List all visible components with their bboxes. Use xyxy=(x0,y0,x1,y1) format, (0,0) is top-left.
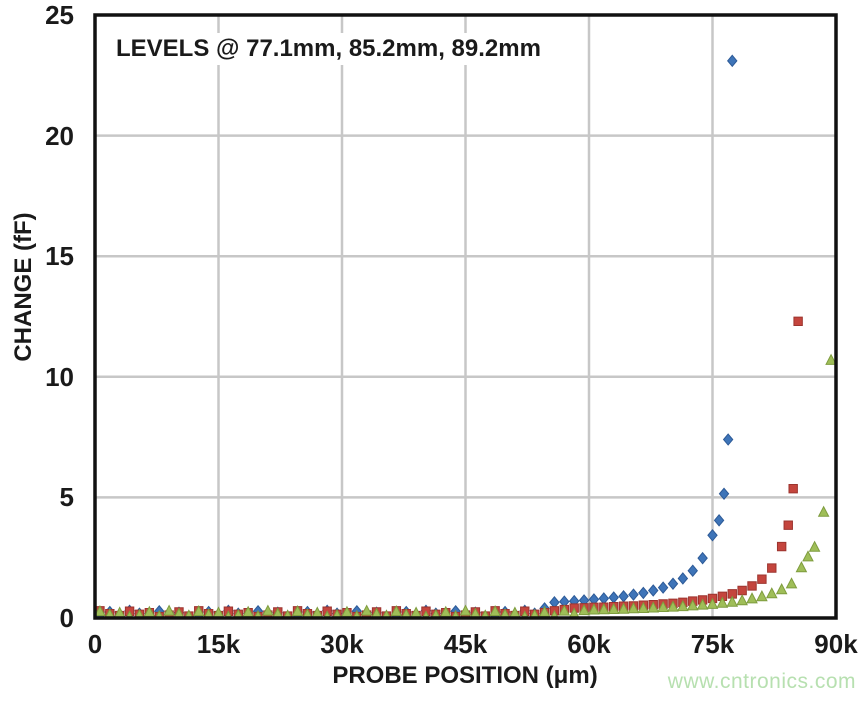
x-tick-label-15k: 15k xyxy=(196,629,241,659)
x-tick-label-45k: 45k xyxy=(443,629,488,659)
x-tick-label-30k: 30k xyxy=(320,629,364,659)
y-axis-title-text: CHANGE (fF) xyxy=(10,212,37,362)
gridlines xyxy=(95,15,836,618)
series-layer xyxy=(95,54,836,618)
series-level-85.2mm-square-markers xyxy=(95,316,803,618)
x-tick-label-75k: 75k xyxy=(690,629,735,659)
x-axis-title: PROBE POSITION (μm) xyxy=(332,662,598,689)
y-tick-label-15: 15 xyxy=(45,241,74,272)
y-tick-label-0: 0 xyxy=(59,603,74,633)
y-tick-label-10: 10 xyxy=(45,361,74,392)
series-level-89.2mm-triangle-markers xyxy=(95,353,836,618)
x-tick-label-60k: 60k xyxy=(567,629,611,659)
levels-annotation: LEVELS @ 77.1mm, 85.2mm, 89.2mm xyxy=(116,33,547,65)
x-tick-label-0: 0 xyxy=(87,629,103,659)
series-level-77.1mm-diamond-markers xyxy=(95,54,738,618)
watermark: www.cntronics.com xyxy=(667,670,856,693)
y-tick-label-25: 25 xyxy=(45,0,74,30)
plot-frame xyxy=(93,13,838,620)
y-tick-label-5: 5 xyxy=(59,482,74,513)
y-tick-label-20: 20 xyxy=(45,120,74,151)
x-tick-label-90k: 90k xyxy=(814,629,858,659)
